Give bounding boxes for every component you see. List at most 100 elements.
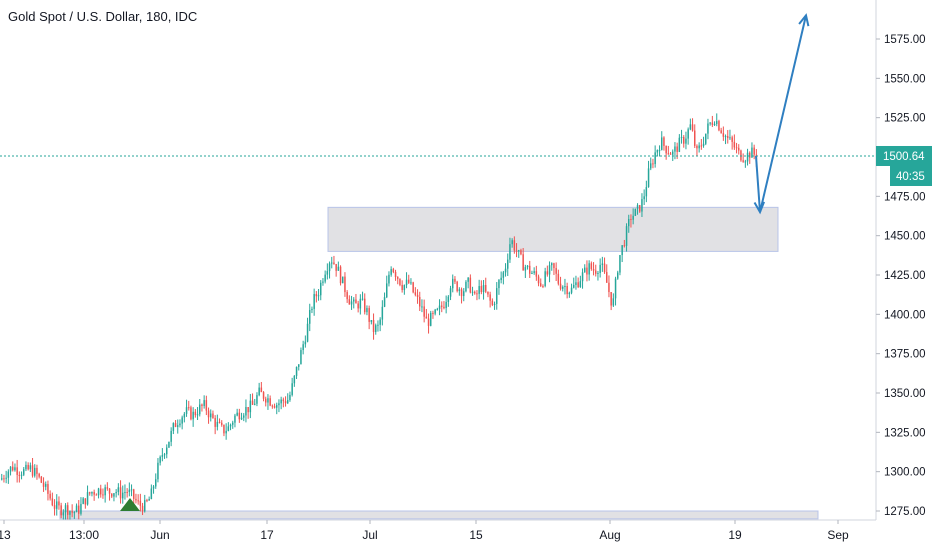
candle-body: [339, 266, 342, 284]
candle-body: [135, 498, 137, 501]
candle-body: [548, 265, 551, 275]
candle-body: [672, 151, 674, 155]
candle-body: [394, 271, 397, 277]
candle-body: [577, 282, 579, 287]
candle-body: [625, 226, 628, 246]
candle-body: [137, 500, 139, 502]
candle-body: [58, 501, 60, 506]
x-tick-label: 13:00: [69, 528, 99, 542]
candle-body: [544, 271, 546, 286]
candle-body: [610, 292, 612, 306]
candle-body: [511, 240, 513, 245]
candle-body: [502, 272, 505, 278]
candle-body: [262, 392, 265, 399]
candle-body: [399, 278, 401, 285]
candle-body: [718, 121, 720, 131]
candle-body: [188, 407, 190, 409]
y-tick-label: 1425.00: [884, 270, 926, 282]
candle-body: [658, 149, 661, 151]
candle-body: [520, 250, 522, 255]
candle-body: [476, 293, 478, 295]
candle-body: [392, 269, 395, 272]
candle-body: [111, 493, 113, 497]
candle-body: [377, 324, 379, 326]
candle-body: [174, 423, 177, 427]
candle-body: [214, 418, 216, 427]
candle-body: [700, 145, 703, 147]
candle-body: [463, 291, 465, 297]
candle-body: [570, 287, 573, 293]
candle-body: [445, 301, 447, 309]
candle-body: [691, 124, 694, 131]
candle-body: [256, 395, 258, 404]
candle-body: [337, 266, 340, 271]
candle-body: [518, 250, 520, 252]
candle-body: [225, 430, 227, 434]
candle-body: [251, 400, 254, 405]
chart-title: Gold Spot / U.S. Dollar, 180, IDC: [8, 9, 198, 24]
candle-body: [746, 152, 749, 162]
candle-body: [78, 505, 80, 514]
candle-body: [707, 123, 709, 134]
candle-body: [661, 137, 663, 150]
candle-body: [163, 454, 166, 456]
buy-marker-icon: [120, 498, 140, 511]
candle-body: [744, 161, 747, 163]
candle-body: [674, 146, 676, 152]
price-axis[interactable]: [876, 0, 932, 550]
candle-body: [474, 291, 476, 294]
candle-body: [342, 276, 344, 284]
candle-body: [705, 133, 707, 144]
candle-body: [355, 299, 357, 304]
candle-body: [632, 215, 634, 220]
candle-body: [452, 278, 454, 289]
candle-body: [590, 263, 593, 270]
candle-body: [34, 467, 36, 476]
candle-body: [386, 283, 388, 298]
candle-body: [80, 503, 82, 514]
candle-body: [144, 500, 146, 512]
candle-body: [535, 271, 538, 277]
candle-body: [29, 465, 32, 470]
candle-body: [302, 344, 304, 351]
candle-body: [397, 276, 399, 279]
candle-body: [478, 286, 480, 294]
candle-body: [361, 298, 364, 300]
candle-body: [64, 505, 67, 513]
candle-body: [601, 263, 604, 265]
candle-body: [608, 282, 610, 293]
countdown-label: 40:35: [896, 171, 925, 183]
time-axis[interactable]: [0, 520, 932, 550]
candle-body: [702, 143, 705, 146]
candle-body: [168, 441, 170, 448]
candle-body: [612, 298, 615, 306]
candle-body: [471, 291, 474, 293]
candle-body: [597, 272, 599, 274]
candle-body: [645, 187, 648, 197]
candle-body: [733, 141, 736, 148]
candle-body: [172, 423, 175, 431]
candle-body: [124, 492, 126, 494]
candle-body: [190, 407, 192, 420]
candle-body: [317, 295, 320, 297]
candle-body: [152, 486, 155, 489]
candle-body: [665, 145, 667, 154]
candle-body: [95, 494, 98, 496]
candle-body: [56, 501, 58, 509]
candle-body: [357, 303, 359, 309]
candle-body: [531, 272, 533, 274]
resistance-zone[interactable]: [327, 206, 779, 252]
candle-body: [410, 282, 412, 284]
candle-body: [304, 341, 307, 345]
candle-body: [31, 465, 34, 476]
candle-body: [553, 263, 555, 269]
support-zone[interactable]: [59, 510, 819, 520]
candle-body: [27, 464, 29, 470]
candle-body: [291, 383, 293, 395]
candle-body: [390, 269, 392, 275]
y-tick-label: 1325.00: [884, 427, 926, 439]
candle-body: [359, 298, 362, 309]
candle-body: [300, 350, 302, 365]
candle-body: [196, 414, 199, 416]
